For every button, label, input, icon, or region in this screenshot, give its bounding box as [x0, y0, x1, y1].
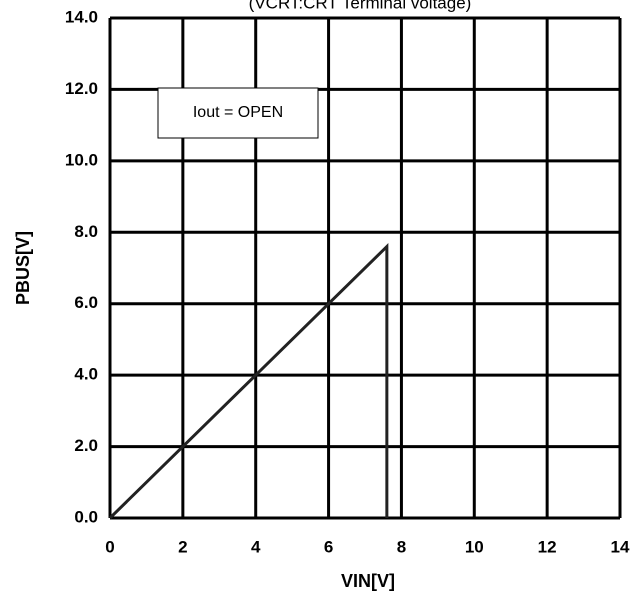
y-tick-label: 14.0	[65, 7, 98, 26]
x-tick-label: 14	[611, 537, 630, 556]
annotation: Iout = OPEN	[193, 104, 283, 121]
y-tick-label: 10.0	[65, 150, 98, 169]
x-tick-label: 0	[105, 537, 114, 556]
chart-subtitle: (VCRT:CRT Terminal voltage)	[249, 0, 472, 12]
x-tick-label: 2	[178, 537, 187, 556]
y-tick-label: 8.0	[74, 222, 98, 241]
x-tick-label: 4	[251, 537, 261, 556]
y-tick-label: 0.0	[74, 507, 98, 526]
x-tick-label: 8	[397, 537, 406, 556]
y-axis-label: PBUS[V]	[13, 231, 33, 305]
data-line	[108, 242, 389, 520]
y-tick-label: 12.0	[65, 79, 98, 98]
annotation-box	[157, 87, 319, 139]
y-tick-label: 6.0	[74, 293, 98, 312]
x-tick-label: 6	[324, 537, 333, 556]
x-tick-label: 10	[465, 537, 484, 556]
y-tick-label: 4.0	[74, 365, 98, 384]
x-tick-label: 12	[538, 537, 557, 556]
y-tick-label: 2.0	[74, 436, 98, 455]
x-axis-label: VIN[V]	[341, 571, 395, 591]
